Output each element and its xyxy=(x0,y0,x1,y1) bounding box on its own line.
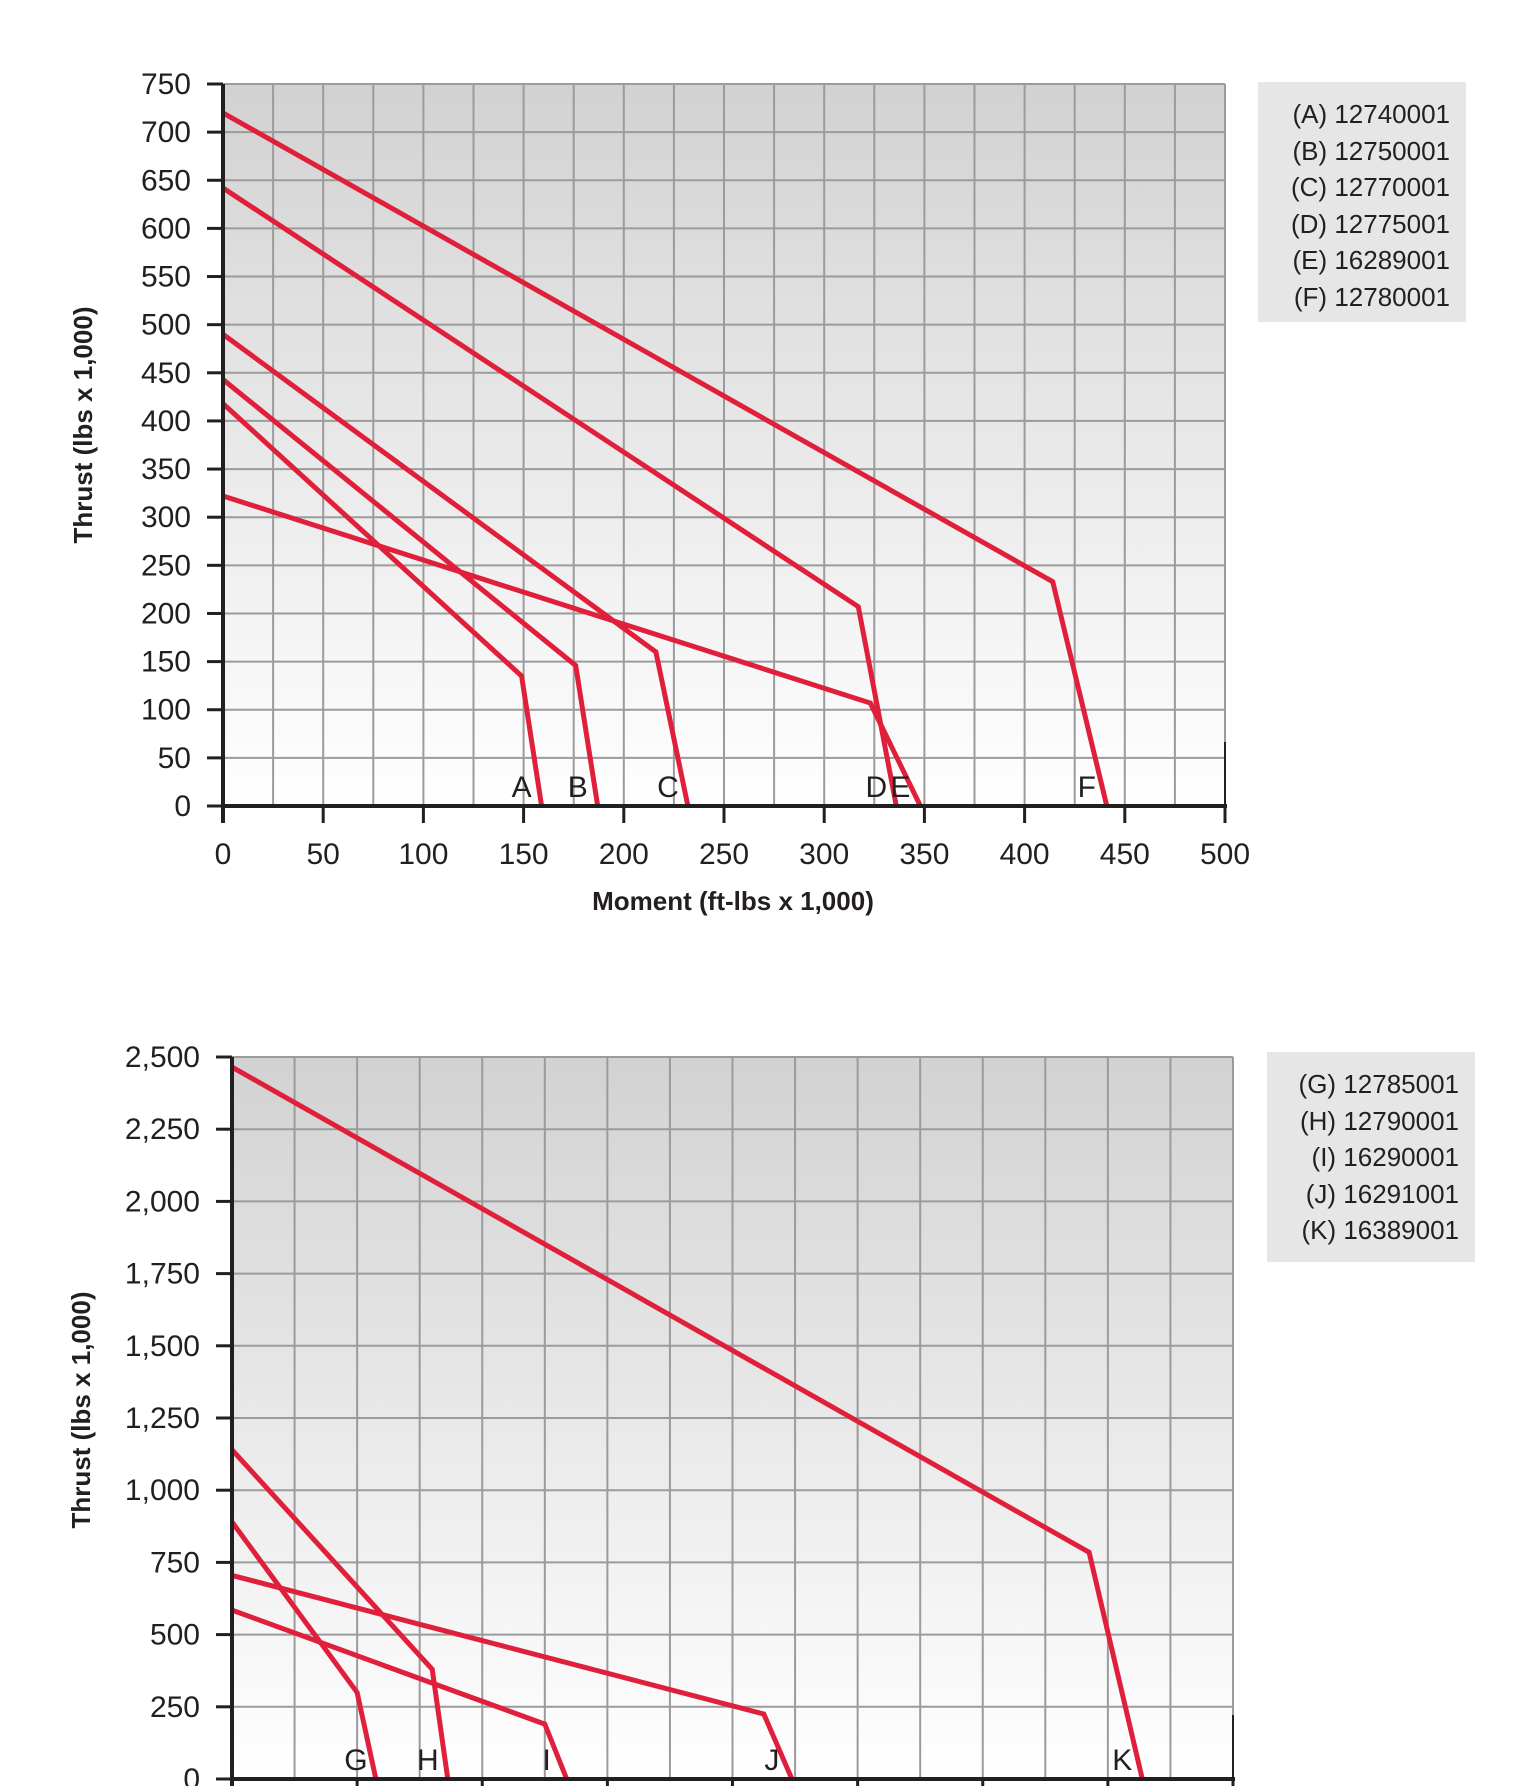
legend-item-i: (I) 16290001 xyxy=(1311,1142,1459,1172)
y-tick-label: 750 xyxy=(141,68,191,101)
series-line-e xyxy=(222,493,923,808)
chart-1-series xyxy=(221,110,1110,808)
series-label-c: C xyxy=(657,771,679,804)
x-tick-label: 150 xyxy=(499,838,549,871)
legend-item-c: (C) 12770001 xyxy=(1291,172,1450,202)
y-tick-label: 2,250 xyxy=(125,1113,200,1146)
legend-item-a: (A) 12740001 xyxy=(1292,99,1450,129)
series-label-b: B xyxy=(568,771,588,804)
y-tick-label: 1,750 xyxy=(125,1258,200,1291)
legend-item-d: (D) 12775001 xyxy=(1291,208,1450,239)
series-line-f xyxy=(221,110,1110,807)
chart-1-axes xyxy=(207,82,1227,823)
y-tick-label: 550 xyxy=(141,261,191,294)
chart-2-legend: (G) 12785001 (H) 12790001 (I) 16290001 (… xyxy=(1267,1052,1475,1262)
series-label-j: J xyxy=(764,1744,779,1777)
legend-item-j: (J) 16291001 xyxy=(1305,1178,1459,1209)
legend-item-f: (F) 12780001 xyxy=(1293,281,1450,312)
legend-item-b: (B) 12750001 xyxy=(1292,135,1450,166)
series-label-e: E xyxy=(890,771,910,804)
chart-2-y-axis-title: Thrust (lbs x 1,000) xyxy=(66,1292,96,1529)
chart-2-axes xyxy=(216,1055,1235,1786)
y-tick-label: 450 xyxy=(141,357,191,390)
y-tick-label: 650 xyxy=(141,164,191,197)
y-tick-label: 350 xyxy=(141,453,191,486)
y-tick-label: 600 xyxy=(141,212,191,245)
series-line-h xyxy=(230,1448,451,1780)
y-tick-label: 100 xyxy=(141,694,191,727)
series-label-i: I xyxy=(543,1744,551,1777)
y-tick-label: 700 xyxy=(141,116,191,149)
y-tick-label: 1,250 xyxy=(125,1402,200,1435)
x-tick-label: 350 xyxy=(899,838,949,871)
y-tick-label: 500 xyxy=(141,309,191,342)
y-tick-label: 1,000 xyxy=(125,1474,200,1507)
series-label-g: G xyxy=(344,1744,367,1777)
series-line-k xyxy=(230,1064,1145,1780)
legend-item-h: (H) 12790001 xyxy=(1300,1105,1459,1136)
chart-1: 0501001502002503003504004505005506006507… xyxy=(68,68,1250,916)
chart-2-series xyxy=(229,1064,1145,1780)
legend-item-k: (K) 16389001 xyxy=(1301,1215,1459,1245)
legend-item-g: (G) 12785001 xyxy=(1298,1069,1459,1099)
y-tick-label: 0 xyxy=(174,790,191,823)
y-tick-label: 0 xyxy=(183,1763,200,1786)
chart-1-legend: (A) 12740001 (B) 12750001 (C) 12770001 (… xyxy=(1258,82,1466,322)
y-tick-label: 250 xyxy=(150,1691,200,1724)
y-tick-label: 1,500 xyxy=(125,1330,200,1363)
x-tick-label: 50 xyxy=(307,838,340,871)
series-line-a xyxy=(221,401,545,807)
y-tick-label: 2,000 xyxy=(125,1185,200,1218)
legend-item-e: (E) 16289001 xyxy=(1292,245,1450,275)
chart-2-y-tick-labels: 0 250 500 750 1,000 1,250 1,500 1,750 2,000 2,250… xyxy=(125,1041,200,1786)
x-tick-label: 300 xyxy=(799,838,849,871)
y-tick-label: 2,500 xyxy=(125,1041,200,1074)
series-label-d: D xyxy=(866,771,888,804)
series-label-k: K xyxy=(1112,1744,1132,1777)
y-tick-label: 400 xyxy=(141,405,191,438)
y-tick-label: 50 xyxy=(158,742,191,775)
series-line-j xyxy=(231,1572,795,1780)
chart-1-y-axis-title: Thrust (lbs x 1,000) xyxy=(68,307,98,544)
chart-1-x-tick-labels: 0 50 100 150 200 250 300 350 400 450 500 xyxy=(215,838,1250,871)
y-tick-label: 300 xyxy=(141,501,191,534)
y-tick-label: 750 xyxy=(150,1546,200,1579)
x-tick-label: 200 xyxy=(599,838,649,871)
series-line-b xyxy=(221,377,601,807)
series-label-a: A xyxy=(512,771,532,804)
x-tick-label: 100 xyxy=(398,838,448,871)
y-tick-label: 150 xyxy=(141,646,191,679)
x-tick-label: 0 xyxy=(215,838,232,871)
y-tick-label: 200 xyxy=(141,597,191,630)
x-tick-label: 250 xyxy=(699,838,749,871)
x-tick-label: 400 xyxy=(1000,838,1050,871)
y-tick-label: 250 xyxy=(141,549,191,582)
series-label-h: H xyxy=(417,1744,439,1777)
chart-1-x-axis-title: Moment (ft-lbs x 1,000) xyxy=(592,886,874,916)
series-line-d xyxy=(221,185,899,807)
chart-1-y-tick-labels: 0 50 100 150 200 250 300 350 400 450 500 550 600 650 7… xyxy=(141,68,191,823)
chart-1-gridlines xyxy=(223,83,1226,806)
chart-2-series-labels: G H I J K xyxy=(344,1744,1132,1777)
series-line-i xyxy=(231,1607,570,1780)
x-tick-label: 450 xyxy=(1100,838,1150,871)
series-line-g xyxy=(229,1520,379,1780)
y-tick-label: 500 xyxy=(150,1619,200,1652)
chart-2: 0 250 500 750 1,000 1,250 1,500 1,750 2,000 2,250… xyxy=(66,1041,1235,1786)
series-line-c xyxy=(221,332,691,807)
series-label-f: F xyxy=(1078,771,1096,804)
x-tick-label: 500 xyxy=(1200,838,1250,871)
